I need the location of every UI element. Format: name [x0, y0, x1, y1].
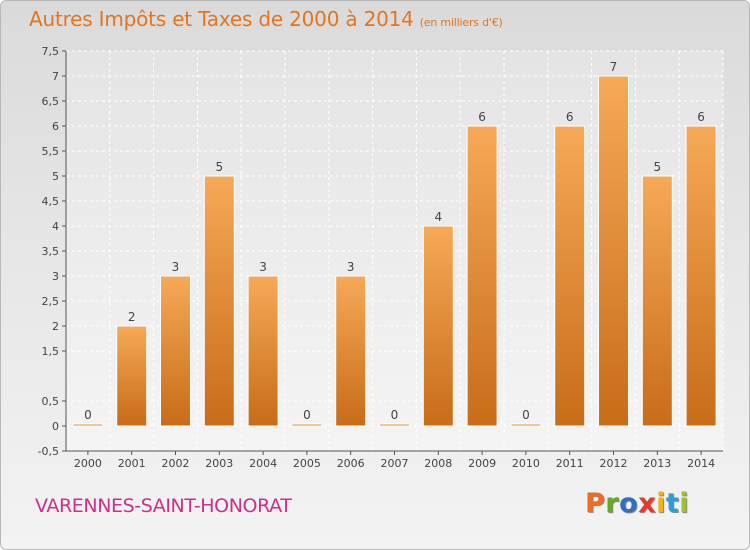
data-label-2014: 6: [697, 110, 705, 124]
logo-letter: t: [665, 488, 680, 519]
logo-letter: i: [679, 488, 690, 519]
x-tick-label-2012: 2012: [600, 457, 628, 470]
logo-letter: x: [638, 488, 657, 519]
x-tick-label-2006: 2006: [337, 457, 365, 470]
logo-letter: i: [656, 488, 666, 519]
chart-title-main: Autres Impôts et Taxes de 2000 à 2014: [29, 7, 414, 31]
commune-name: VARENNES-SAINT-HONORAT: [35, 495, 292, 517]
data-label-2000: 0: [84, 408, 92, 422]
bar-2005: [291, 423, 323, 427]
bar-2011: [554, 125, 586, 427]
y-tick-label: 7,5: [42, 45, 60, 58]
bar-2001: [116, 325, 148, 427]
y-tick-label: 1,5: [42, 345, 60, 358]
y-tick-label: 2,5: [42, 295, 60, 308]
x-tick-label-2005: 2005: [293, 457, 321, 470]
data-label-2001: 2: [128, 310, 136, 324]
y-tick-label: 3: [52, 270, 59, 283]
bar-2006: [335, 275, 367, 427]
bar-2009: [466, 125, 498, 427]
data-label-2007: 0: [391, 408, 399, 422]
y-tick-label: 0,5: [42, 395, 60, 408]
x-tick-label-2004: 2004: [249, 457, 277, 470]
logo-letter: o: [619, 488, 639, 519]
y-tick-label: 3,5: [42, 245, 60, 258]
bar-2012: [598, 75, 629, 427]
data-label-2002: 3: [172, 260, 180, 274]
x-tick-label-2009: 2009: [468, 457, 496, 470]
x-tick-label-2002: 2002: [162, 457, 190, 470]
chart-title: Autres Impôts et Taxes de 2000 à 2014 (en…: [29, 7, 503, 31]
proxiti-logo: Proxiti: [585, 488, 689, 519]
y-tick-label: 4: [52, 220, 59, 233]
x-tick-label-2003: 2003: [205, 457, 233, 470]
x-tick-label-2000: 2000: [74, 457, 102, 470]
bar-2002: [160, 275, 191, 427]
data-label-2003: 5: [215, 160, 223, 174]
y-tick-label: 2: [52, 320, 59, 333]
logo-letter: r: [605, 488, 620, 519]
x-tick-label-2011: 2011: [556, 457, 584, 470]
bar-2003: [203, 175, 235, 427]
y-tick-label: 4,5: [42, 195, 60, 208]
y-tick-label: -0,5: [38, 445, 59, 458]
data-label-2012: 7: [610, 60, 618, 74]
data-label-2004: 3: [259, 260, 267, 274]
x-tick-label-2014: 2014: [687, 457, 715, 470]
chart-title-unit: (en milliers d'€): [419, 16, 503, 29]
y-tick-label: 5,5: [42, 145, 60, 158]
bar-2000: [72, 423, 104, 427]
y-tick-label: 6: [52, 120, 59, 133]
x-tick-label-2001: 2001: [118, 457, 146, 470]
data-label-2008: 4: [434, 210, 442, 224]
data-label-2013: 5: [653, 160, 661, 174]
bar-2014: [685, 125, 717, 427]
x-tick-label-2007: 2007: [381, 457, 409, 470]
data-label-2006: 3: [347, 260, 355, 274]
bar-2013: [641, 175, 673, 427]
bar-2010: [510, 423, 542, 427]
bar-2004: [247, 275, 279, 427]
data-label-2010: 0: [522, 408, 530, 422]
y-tick-label: 7: [52, 70, 59, 83]
y-tick-label: 0: [52, 420, 59, 433]
y-tick-label: 6,5: [42, 95, 60, 108]
logo-letter: P: [585, 488, 606, 519]
x-tick-label-2013: 2013: [643, 457, 671, 470]
data-label-2011: 6: [566, 110, 574, 124]
x-tick-label-2010: 2010: [512, 457, 540, 470]
data-label-2005: 0: [303, 408, 311, 422]
bar-2008: [422, 225, 454, 427]
y-tick-label: 5: [52, 170, 59, 183]
bar-2007: [379, 423, 410, 427]
x-tick-label-2008: 2008: [424, 457, 452, 470]
data-label-2009: 6: [478, 110, 486, 124]
